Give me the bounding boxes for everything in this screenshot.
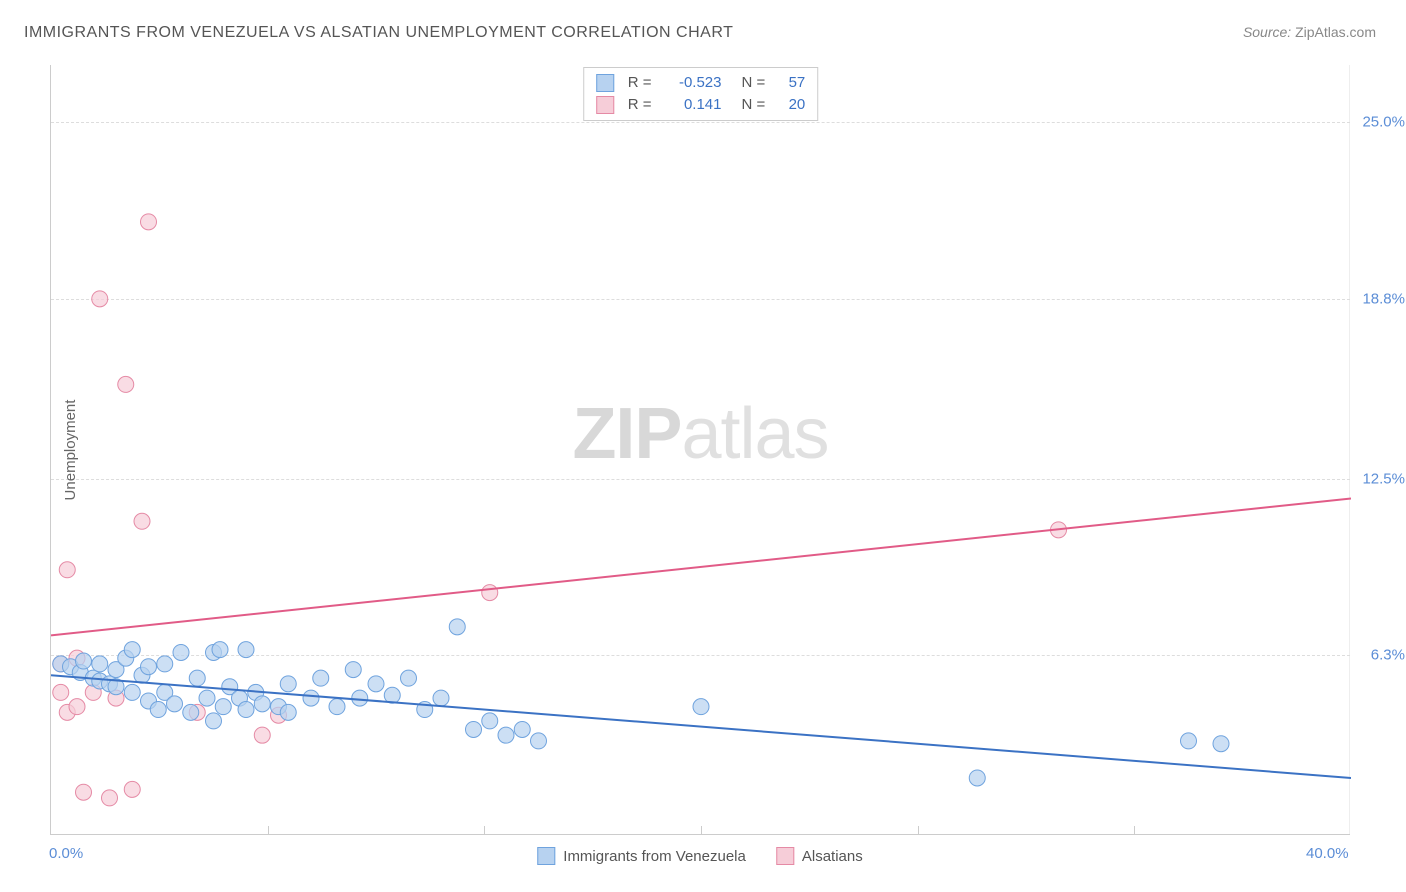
source-attribution: Source: ZipAtlas.com bbox=[1243, 24, 1376, 40]
scatter-svg bbox=[51, 65, 1351, 835]
x-tick-label: 0.0% bbox=[49, 845, 83, 862]
data-point-alsatians bbox=[124, 781, 140, 797]
n-value-venezuela: 57 bbox=[775, 72, 805, 94]
data-point-venezuela bbox=[167, 696, 183, 712]
data-point-venezuela bbox=[206, 713, 222, 729]
series-legend: Immigrants from Venezuela Alsatians bbox=[537, 847, 862, 865]
y-tick-label: 6.3% bbox=[1355, 647, 1405, 664]
data-point-venezuela bbox=[238, 642, 254, 658]
data-point-venezuela bbox=[693, 699, 709, 715]
data-point-venezuela bbox=[92, 656, 108, 672]
data-point-venezuela bbox=[969, 770, 985, 786]
correlation-legend: R = -0.523 N = 57 R = 0.141 N = 20 bbox=[583, 67, 819, 121]
data-point-alsatians bbox=[102, 790, 118, 806]
data-point-venezuela bbox=[433, 690, 449, 706]
n-label: N = bbox=[742, 94, 766, 116]
data-point-venezuela bbox=[189, 670, 205, 686]
data-point-venezuela bbox=[141, 659, 157, 675]
data-point-alsatians bbox=[482, 585, 498, 601]
legend-label-venezuela: Immigrants from Venezuela bbox=[563, 848, 746, 865]
swatch-alsatians-bottom bbox=[776, 847, 794, 865]
legend-row-alsatians: R = 0.141 N = 20 bbox=[596, 94, 806, 116]
n-value-alsatians: 20 bbox=[775, 94, 805, 116]
chart-container: ZIPatlas R = -0.523 N = 57 R = 0.141 N =… bbox=[50, 65, 1350, 835]
data-point-venezuela bbox=[157, 656, 173, 672]
x-tick-label: 40.0% bbox=[1306, 845, 1349, 862]
n-label: N = bbox=[742, 72, 766, 94]
data-point-venezuela bbox=[498, 727, 514, 743]
source-label: Source: bbox=[1243, 24, 1291, 40]
data-point-venezuela bbox=[215, 699, 231, 715]
data-point-venezuela bbox=[329, 699, 345, 715]
data-point-venezuela bbox=[173, 644, 189, 660]
data-point-alsatians bbox=[141, 214, 157, 230]
r-label: R = bbox=[628, 72, 652, 94]
data-point-alsatians bbox=[59, 562, 75, 578]
data-point-venezuela bbox=[352, 690, 368, 706]
legend-item-venezuela: Immigrants from Venezuela bbox=[537, 847, 746, 865]
data-point-alsatians bbox=[76, 784, 92, 800]
data-point-venezuela bbox=[514, 721, 530, 737]
data-point-venezuela bbox=[124, 684, 140, 700]
data-point-alsatians bbox=[118, 376, 134, 392]
y-tick-label: 12.5% bbox=[1355, 470, 1405, 487]
r-value-venezuela: -0.523 bbox=[662, 72, 722, 94]
data-point-venezuela bbox=[482, 713, 498, 729]
data-point-venezuela bbox=[238, 702, 254, 718]
y-tick-label: 18.8% bbox=[1355, 290, 1405, 307]
legend-row-venezuela: R = -0.523 N = 57 bbox=[596, 72, 806, 94]
r-label: R = bbox=[628, 94, 652, 116]
plot-area: ZIPatlas R = -0.523 N = 57 R = 0.141 N =… bbox=[50, 65, 1350, 835]
data-point-alsatians bbox=[134, 513, 150, 529]
data-point-alsatians bbox=[254, 727, 270, 743]
data-point-venezuela bbox=[345, 662, 361, 678]
data-point-venezuela bbox=[303, 690, 319, 706]
data-point-venezuela bbox=[1181, 733, 1197, 749]
chart-title: IMMIGRANTS FROM VENEZUELA VS ALSATIAN UN… bbox=[24, 24, 733, 42]
data-point-alsatians bbox=[69, 699, 85, 715]
data-point-alsatians bbox=[92, 291, 108, 307]
source-name: ZipAtlas.com bbox=[1295, 24, 1376, 40]
trend-line-venezuela bbox=[51, 675, 1351, 778]
data-point-venezuela bbox=[531, 733, 547, 749]
data-point-venezuela bbox=[1213, 736, 1229, 752]
data-point-venezuela bbox=[199, 690, 215, 706]
data-point-venezuela bbox=[466, 721, 482, 737]
data-point-venezuela bbox=[280, 676, 296, 692]
legend-label-alsatians: Alsatians bbox=[802, 848, 863, 865]
data-point-alsatians bbox=[53, 684, 69, 700]
data-point-venezuela bbox=[212, 642, 228, 658]
data-point-venezuela bbox=[254, 696, 270, 712]
data-point-venezuela bbox=[313, 670, 329, 686]
data-point-venezuela bbox=[449, 619, 465, 635]
data-point-venezuela bbox=[183, 704, 199, 720]
data-point-venezuela bbox=[368, 676, 384, 692]
swatch-venezuela bbox=[596, 74, 614, 92]
r-value-alsatians: 0.141 bbox=[662, 94, 722, 116]
data-point-venezuela bbox=[401, 670, 417, 686]
swatch-venezuela-bottom bbox=[537, 847, 555, 865]
data-point-venezuela bbox=[150, 702, 166, 718]
trend-line-alsatians bbox=[51, 498, 1351, 635]
y-tick-label: 25.0% bbox=[1355, 114, 1405, 131]
data-point-venezuela bbox=[124, 642, 140, 658]
data-point-venezuela bbox=[280, 704, 296, 720]
data-point-venezuela bbox=[76, 653, 92, 669]
legend-item-alsatians: Alsatians bbox=[776, 847, 863, 865]
swatch-alsatians bbox=[596, 96, 614, 114]
